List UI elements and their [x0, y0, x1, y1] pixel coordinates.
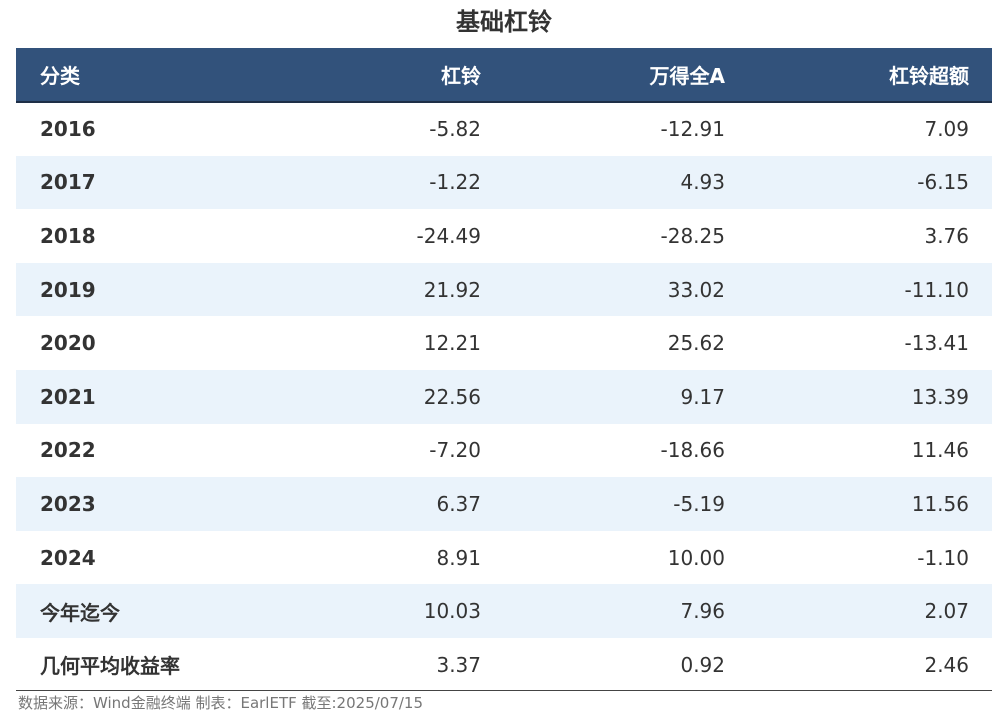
column-header-barbell: 杠铃: [241, 48, 481, 103]
cell-barbell: -5.82: [429, 117, 481, 142]
row-label: 2017: [40, 170, 96, 195]
cell-barbell: 12.21: [423, 331, 481, 356]
table-row: 2021 22.56 9.17 13.39: [16, 369, 992, 424]
row-spacer: [969, 584, 992, 638]
cell-barbell: 6.37: [436, 491, 481, 516]
data-table: 分类 杠铃 万得全A 杠铃超额 2016 -5.82 -12.91 7.09 2017 -…: [16, 48, 992, 692]
cell-barbell: -1.22: [429, 170, 481, 195]
cell-barbell-excess: 3.76: [924, 223, 969, 248]
row-spacer: [969, 531, 992, 585]
cell-barbell: 22.56: [423, 384, 481, 409]
row-label: 2018: [40, 223, 96, 248]
row-label: 2021: [40, 384, 96, 409]
source-note: 数据来源：Wind金融终端 制表：EarlETF 截至:2025/07/15: [18, 694, 424, 712]
row-spacer: [969, 370, 992, 424]
cell-wind-all-a: -12.91: [660, 117, 725, 142]
table-title: 基础杠铃: [456, 8, 552, 36]
column-header-category: 分类: [16, 48, 241, 103]
cell-barbell-excess: 11.46: [911, 438, 969, 463]
header-row: 分类 杠铃 万得全A 杠铃超额: [16, 48, 992, 103]
cell-barbell: 3.37: [436, 652, 481, 677]
row-spacer: [969, 477, 992, 531]
cell-barbell: -7.20: [429, 438, 481, 463]
cell-wind-all-a: 33.02: [667, 277, 725, 302]
cell-wind-all-a: 0.92: [680, 652, 725, 677]
cell-barbell-excess: -11.10: [904, 277, 969, 302]
row-spacer: [969, 638, 992, 692]
row-label: 2019: [40, 277, 96, 302]
cell-wind-all-a: 10.00: [667, 545, 725, 570]
table-row: 2024 8.91 10.00 -1.10: [16, 531, 992, 585]
table-row: 2019 21.92 33.02 -11.10: [16, 262, 992, 317]
cell-wind-all-a: 4.93: [680, 170, 725, 195]
row-label: 2022: [40, 438, 96, 463]
cell-barbell: 8.91: [436, 545, 481, 570]
cell-barbell-excess: 11.56: [911, 491, 969, 516]
cell-barbell-excess: -1.10: [917, 545, 969, 570]
column-header-barbell-excess: 杠铃超额: [725, 48, 969, 103]
table-row: 2022 -7.20 -18.66 11.46: [16, 424, 992, 478]
row-label: 2023: [40, 491, 96, 516]
header-spacer: [969, 48, 992, 103]
cell-barbell-excess: 7.09: [924, 117, 969, 142]
cell-barbell-excess: 2.46: [924, 652, 969, 677]
cell-wind-all-a: 25.62: [667, 331, 725, 356]
row-label: 2020: [40, 331, 96, 356]
cell-barbell: 10.03: [423, 599, 481, 624]
table-row: 2017 -1.22 4.93 -6.15: [16, 155, 992, 210]
column-header-wind-all-a: 万得全A: [481, 48, 725, 103]
row-label: 2024: [40, 545, 96, 570]
cell-barbell: 21.92: [423, 277, 481, 302]
cell-barbell-excess: -13.41: [904, 331, 969, 356]
table-row: 2023 6.37 -5.19 11.56: [16, 477, 992, 531]
row-label: 几何平均收益率: [40, 654, 180, 679]
cell-barbell-excess: 2.07: [924, 599, 969, 624]
cell-wind-all-a: -28.25: [660, 223, 725, 248]
row-label: 今年迄今: [40, 600, 120, 625]
table-row: 几何平均收益率 3.37 0.92 2.46: [16, 638, 992, 692]
table-body: 2016 -5.82 -12.91 7.09 2017 -1.22 4.93 -6.15 201…: [16, 102, 992, 692]
table-row: 2016 -5.82 -12.91 7.09: [16, 102, 992, 156]
cell-barbell: -24.49: [416, 223, 481, 248]
cell-wind-all-a: 7.96: [680, 599, 725, 624]
cell-barbell-excess: -6.15: [917, 170, 969, 195]
table-row: 2020 12.21 25.62 -13.41: [16, 316, 992, 370]
row-spacer: [969, 156, 992, 210]
row-spacer: [969, 209, 992, 263]
cell-wind-all-a: -18.66: [660, 438, 725, 463]
table-header: 分类 杠铃 万得全A 杠铃超额: [16, 48, 992, 103]
bottom-rule: [16, 690, 992, 691]
cell-wind-all-a: 9.17: [680, 384, 725, 409]
table-row: 2018 -24.49 -28.25 3.76: [16, 209, 992, 263]
table-row: 今年迄今 10.03 7.96 2.07: [16, 584, 992, 638]
cell-wind-all-a: -5.19: [673, 491, 725, 516]
row-spacer: [969, 316, 992, 370]
row-spacer: [969, 263, 992, 317]
row-spacer: [969, 102, 992, 156]
cell-barbell-excess: 13.39: [911, 384, 969, 409]
row-spacer: [969, 424, 992, 478]
row-label: 2016: [40, 117, 96, 142]
